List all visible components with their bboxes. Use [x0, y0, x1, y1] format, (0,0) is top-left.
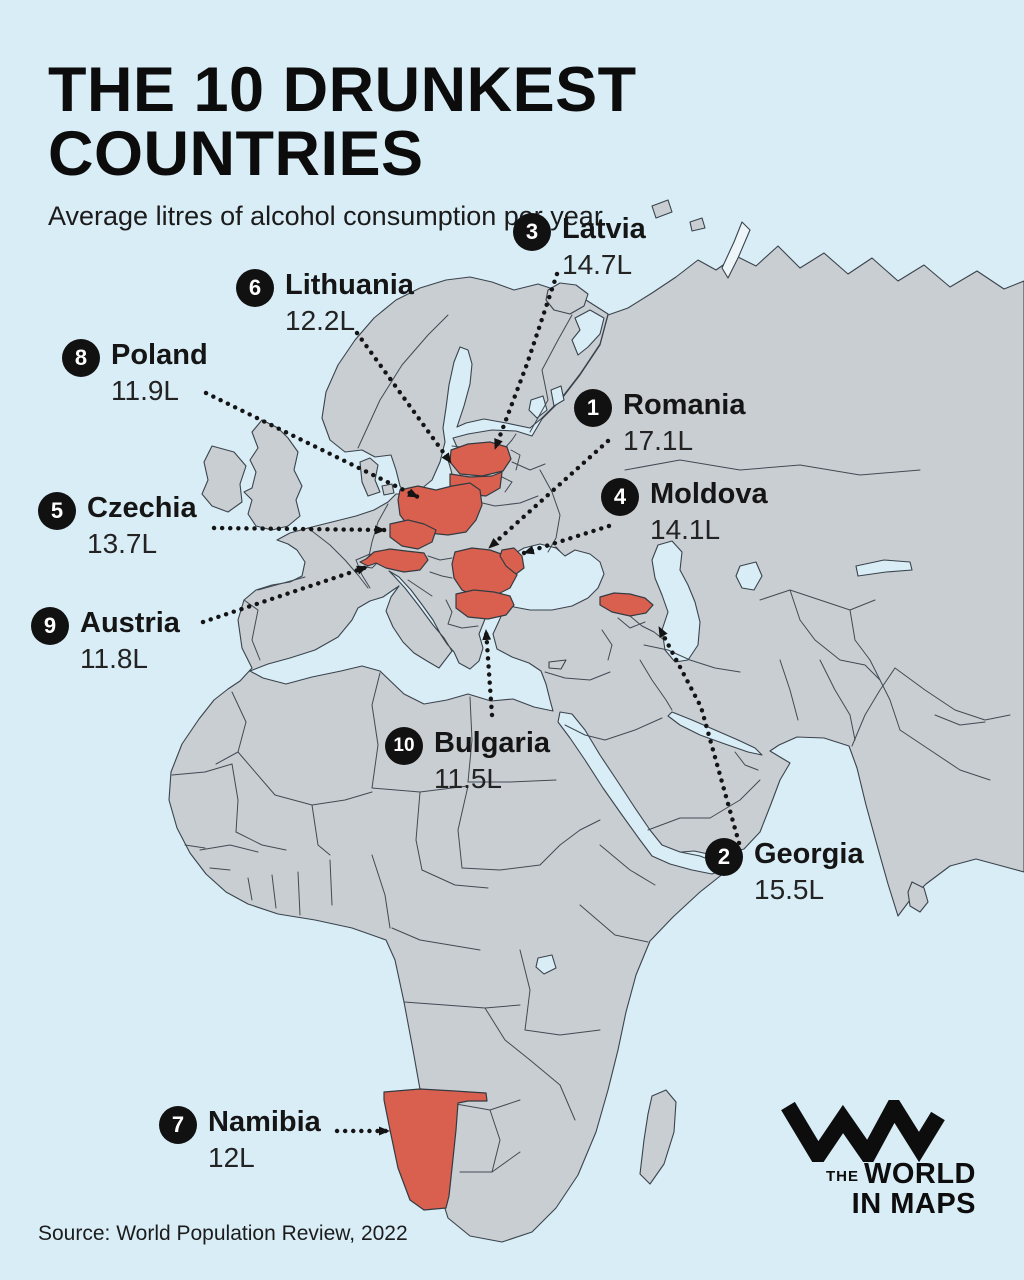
- country-austria: [359, 548, 429, 573]
- page-title: THE 10 DRUNKEST COUNTRIES: [48, 55, 637, 190]
- island-franz-josef: [689, 217, 706, 232]
- rank-badge-czechia: 5: [38, 492, 76, 530]
- island-novaya-zemlya: [721, 221, 751, 279]
- leader-arrow-poland: [203, 390, 421, 500]
- country-label-poland: 8 Poland 11.9L: [62, 339, 208, 407]
- country-label-bulgaria: 10 Bulgaria 11.5L: [385, 727, 550, 795]
- rank-badge-lithuania: 6: [236, 269, 274, 307]
- country-value-georgia: 15.5L: [754, 874, 825, 906]
- logo-word2: IN MAPS: [851, 1188, 976, 1220]
- country-value-romania: 17.1L: [623, 425, 694, 457]
- country-value-czechia: 13.7L: [87, 528, 158, 560]
- lake-victoria: [535, 954, 557, 975]
- island-madagascar: [639, 1089, 677, 1185]
- lake-onega: [550, 385, 565, 407]
- country-value-moldova: 14.1L: [650, 514, 721, 546]
- logo-text: THE WORLD IN MAPS: [780, 1160, 980, 1221]
- landmass-scandinavia: [321, 276, 609, 499]
- country-label-moldova: 4 Moldova 14.1L: [601, 478, 768, 546]
- logo-word1: WORLD: [863, 1158, 976, 1190]
- country-latvia: [449, 441, 512, 477]
- leader-arrows: [200, 271, 742, 1136]
- country-name-namibia: Namibia: [208, 1106, 321, 1138]
- country-label-namibia: 7 Namibia 12L: [159, 1106, 321, 1174]
- lake-ladoga: [528, 395, 548, 419]
- country-label-romania: 1 Romania 17.1L: [574, 389, 745, 457]
- rank-badge-poland: 8: [62, 339, 100, 377]
- sea-persian-gulf: [667, 711, 763, 756]
- country-borders: [171, 314, 1011, 1173]
- page-subtitle: Average litres of alcohol consumption pe…: [48, 200, 603, 231]
- leader-arrow-romania: [486, 438, 611, 551]
- island-sri-lanka: [907, 881, 929, 913]
- rank-badge-austria: 9: [31, 607, 69, 645]
- leader-arrow-latvia: [492, 271, 560, 452]
- rank-badge-georgia: 2: [705, 838, 743, 876]
- leader-arrow-austria: [200, 564, 370, 625]
- country-name-moldova: Moldova: [650, 478, 768, 510]
- rank-badge-latvia: 3: [513, 213, 551, 251]
- country-value-austria: 11.8L: [80, 643, 148, 675]
- country-name-austria: Austria: [80, 607, 180, 639]
- country-value-namibia: 12L: [208, 1142, 255, 1174]
- leader-arrow-moldova: [521, 523, 612, 556]
- country-name-lithuania: Lithuania: [285, 269, 414, 301]
- island-denmark-zealand: [381, 483, 395, 496]
- logo-the: THE: [825, 1168, 859, 1185]
- country-label-czechia: 5 Czechia 13.7L: [38, 492, 197, 560]
- island-svalbard: [651, 199, 673, 219]
- country-bulgaria: [455, 589, 515, 620]
- island-ireland: [201, 445, 247, 513]
- country-value-lithuania: 12.2L: [285, 305, 356, 337]
- highlighted-countries: [359, 441, 654, 1211]
- country-name-georgia: Georgia: [754, 838, 864, 870]
- rank-badge-bulgaria: 10: [385, 727, 423, 765]
- country-romania: [451, 547, 518, 598]
- sea-aral: [735, 561, 763, 591]
- country-moldova: [499, 547, 525, 575]
- rank-badge-romania: 1: [574, 389, 612, 427]
- country-label-latvia: 3 Latvia 14.7L: [513, 213, 646, 281]
- country-czechia: [389, 519, 437, 550]
- island-iceland: [545, 282, 589, 315]
- country-name-czechia: Czechia: [87, 492, 197, 524]
- leader-arrow-bulgaria: [482, 627, 495, 718]
- rank-badge-moldova: 4: [601, 478, 639, 516]
- country-namibia: [383, 1088, 488, 1211]
- country-label-georgia: 2 Georgia 15.5L: [705, 838, 864, 906]
- sea-mediterranean: [249, 570, 554, 712]
- country-label-lithuania: 6 Lithuania 12.2L: [236, 269, 414, 337]
- country-value-poland: 11.9L: [111, 375, 179, 407]
- source-note: Source: World Population Review, 2022: [38, 1222, 408, 1245]
- leader-arrow-georgia: [656, 624, 742, 846]
- country-label-austria: 9 Austria 11.8L: [31, 607, 180, 675]
- country-name-bulgaria: Bulgaria: [434, 727, 551, 759]
- world-in-maps-logo-icon: [781, 1100, 945, 1162]
- country-name-latvia: Latvia: [562, 213, 646, 245]
- sea-white-sea: [571, 309, 605, 356]
- country-name-romania: Romania: [623, 389, 746, 421]
- country-name-poland: Poland: [111, 339, 208, 371]
- lake-balkhash: [855, 559, 913, 577]
- header: THE 10 DRUNKEST COUNTRIES Average litres…: [48, 58, 1024, 232]
- island-denmark: [359, 457, 381, 497]
- country-georgia: [599, 592, 654, 617]
- country-value-bulgaria: 11.5L: [434, 763, 502, 795]
- country-value-latvia: 14.7L: [562, 249, 633, 281]
- rank-badge-namibia: 7: [159, 1106, 197, 1144]
- leader-arrow-lithuania: [354, 330, 454, 466]
- brand-logo: THE WORLD IN MAPS: [780, 1100, 980, 1221]
- island-cyprus: [548, 659, 567, 670]
